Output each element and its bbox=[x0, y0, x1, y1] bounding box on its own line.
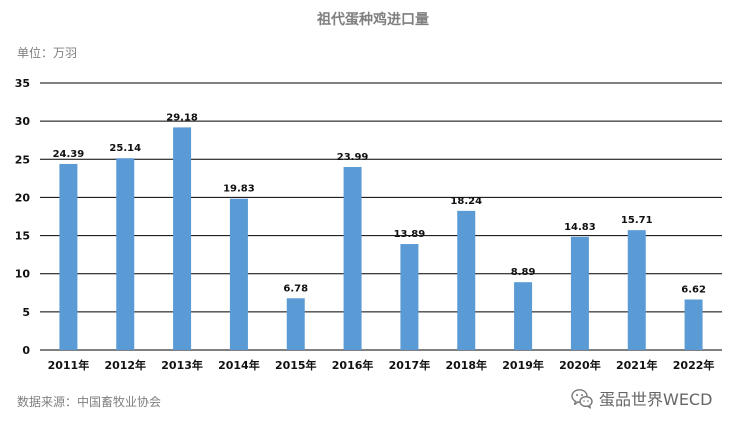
source-note: 数据来源：中国畜牧业协会 bbox=[17, 395, 162, 409]
unit-label: 单位：万羽 bbox=[17, 46, 78, 60]
x-tick-label: 2022年 bbox=[673, 358, 715, 372]
data-label: 13.89 bbox=[394, 229, 426, 240]
data-label: 14.83 bbox=[564, 222, 596, 233]
bar bbox=[570, 236, 589, 350]
bar bbox=[173, 127, 192, 350]
x-tick-label: 2014年 bbox=[218, 358, 260, 372]
data-label: 18.24 bbox=[450, 196, 482, 207]
gridlines bbox=[40, 82, 722, 351]
bar bbox=[59, 163, 78, 350]
data-labels: 24.39 25.14 29.18 19.83 6.78 23.99 13.89 18.24 8… bbox=[53, 112, 706, 295]
x-tick-label: 2021年 bbox=[616, 358, 658, 372]
y-tick-label: 10 bbox=[15, 268, 31, 281]
bar bbox=[343, 166, 362, 350]
data-label: 24.39 bbox=[53, 149, 85, 160]
bar bbox=[229, 198, 248, 350]
y-tick-label: 25 bbox=[15, 153, 30, 166]
x-tick-label: 2017年 bbox=[389, 358, 431, 372]
x-tick-label: 2013年 bbox=[161, 358, 203, 372]
y-tick-label: 30 bbox=[15, 115, 31, 128]
data-label: 6.62 bbox=[681, 284, 706, 295]
x-tick-label: 2019年 bbox=[502, 358, 544, 372]
y-tick-label: 0 bbox=[22, 344, 30, 357]
bars bbox=[59, 127, 703, 350]
data-label: 29.18 bbox=[166, 112, 198, 123]
x-tick-label: 2011年 bbox=[48, 358, 90, 372]
data-label: 15.71 bbox=[621, 215, 653, 226]
data-label: 6.78 bbox=[283, 283, 308, 294]
wechat-icon bbox=[571, 389, 593, 409]
y-tick-label: 15 bbox=[15, 230, 30, 243]
bar bbox=[514, 282, 533, 350]
x-tick-label: 2016年 bbox=[332, 358, 374, 372]
bar bbox=[286, 298, 305, 350]
brand-watermark: 蛋品世界WECD bbox=[570, 386, 712, 410]
y-tick-label: 5 bbox=[22, 306, 30, 319]
data-label: 23.99 bbox=[337, 152, 369, 163]
y-axis-ticks: 0 5 10 15 20 25 30 35 bbox=[15, 77, 31, 357]
brand-name: 蛋品世界WECD bbox=[599, 390, 713, 409]
chart-title: 祖代蛋种鸡进口量 bbox=[317, 12, 429, 28]
data-label: 19.83 bbox=[223, 184, 255, 195]
y-tick-label: 20 bbox=[15, 191, 31, 204]
x-tick-label: 2015年 bbox=[275, 358, 317, 372]
data-label: 25.14 bbox=[109, 143, 141, 154]
x-tick-label: 2018年 bbox=[445, 358, 487, 372]
bar bbox=[627, 230, 646, 350]
bar bbox=[116, 158, 135, 350]
x-axis-ticks: 2011年 2012年 2013年 2014年 2015年 2016年 2017年 2018年… bbox=[48, 358, 715, 372]
x-tick-label: 2020年 bbox=[559, 358, 601, 372]
bar bbox=[400, 244, 419, 350]
x-tick-label: 2012年 bbox=[104, 358, 146, 372]
data-label: 8.89 bbox=[511, 267, 536, 278]
y-tick-label: 35 bbox=[15, 77, 30, 90]
bar bbox=[457, 210, 476, 350]
bar bbox=[684, 299, 703, 350]
